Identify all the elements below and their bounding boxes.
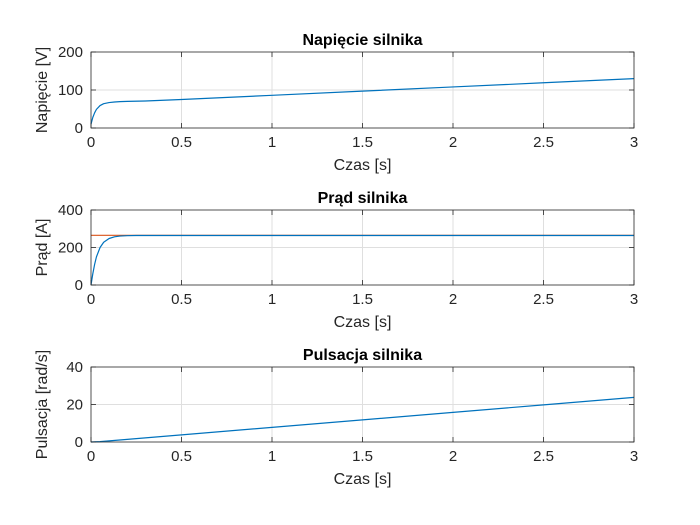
x-tick-label: 3: [630, 134, 638, 151]
x-tick-label: 2: [449, 448, 457, 465]
x-tick-label: 0: [87, 448, 95, 465]
x-tick-label: 1: [268, 291, 276, 308]
x-axis-label: Czas [s]: [334, 471, 392, 488]
chart-title: Napięcie silnika: [302, 32, 422, 49]
y-axis-label: Pulsacja [rad/s]: [34, 350, 51, 459]
y-tick-label: 100: [58, 82, 83, 99]
y-axis-label: Prąd [A]: [34, 219, 51, 277]
y-tick-label: 0: [75, 434, 83, 451]
x-axis-label: Czas [s]: [334, 157, 392, 174]
x-tick-label: 3: [630, 448, 638, 465]
x-tick-label: 1.5: [352, 448, 373, 465]
x-tick-label: 0.5: [171, 291, 192, 308]
x-tick-label: 2: [449, 134, 457, 151]
y-tick-label: 200: [58, 44, 83, 61]
x-tick-label: 0: [87, 291, 95, 308]
x-tick-label: 1: [268, 448, 276, 465]
x-tick-label: 0.5: [171, 134, 192, 151]
chart-title: Prąd silnika: [318, 190, 408, 207]
x-tick-label: 3: [630, 291, 638, 308]
x-tick-label: 1: [268, 134, 276, 151]
series-line-1: [90, 78, 635, 125]
x-tick-label: 0.5: [171, 448, 192, 465]
y-tick-label: 40: [66, 359, 83, 376]
y-tick-label: 200: [58, 240, 83, 257]
x-tick-label: 2.5: [533, 134, 554, 151]
x-tick-label: 2.5: [533, 291, 554, 308]
series-line-2: [90, 234, 634, 286]
chart-title: Pulsacja silnika: [303, 347, 422, 364]
x-tick-label: 0: [87, 134, 95, 151]
y-axis-label: Napięcie [V]: [34, 47, 51, 133]
y-tick-label: 0: [75, 277, 83, 294]
subplot-2: 0 0.5 1 1.5 2 2.5 3 0 200 400 Prąd silnika Czas [s]…: [34, 190, 638, 331]
x-tick-label: 2: [449, 291, 457, 308]
subplot-3: 0 0.5 1 1.5 2 2.5 3 0 20 40 Pulsacja silnika Czas […: [34, 347, 638, 488]
y-tick-label: 400: [58, 202, 83, 219]
x-tick-label: 1.5: [352, 291, 373, 308]
y-tick-label: 0: [75, 120, 83, 137]
subplot-1: 0 0.5 1 1.5 2 2.5 3 0 100 200 Napięcie silnika Czas…: [34, 32, 638, 174]
series-line-1: [90, 396, 635, 443]
y-tick-label: 20: [66, 397, 83, 414]
x-tick-label: 1.5: [352, 134, 373, 151]
x-tick-label: 2.5: [533, 448, 554, 465]
x-axis-label: Czas [s]: [334, 314, 392, 331]
